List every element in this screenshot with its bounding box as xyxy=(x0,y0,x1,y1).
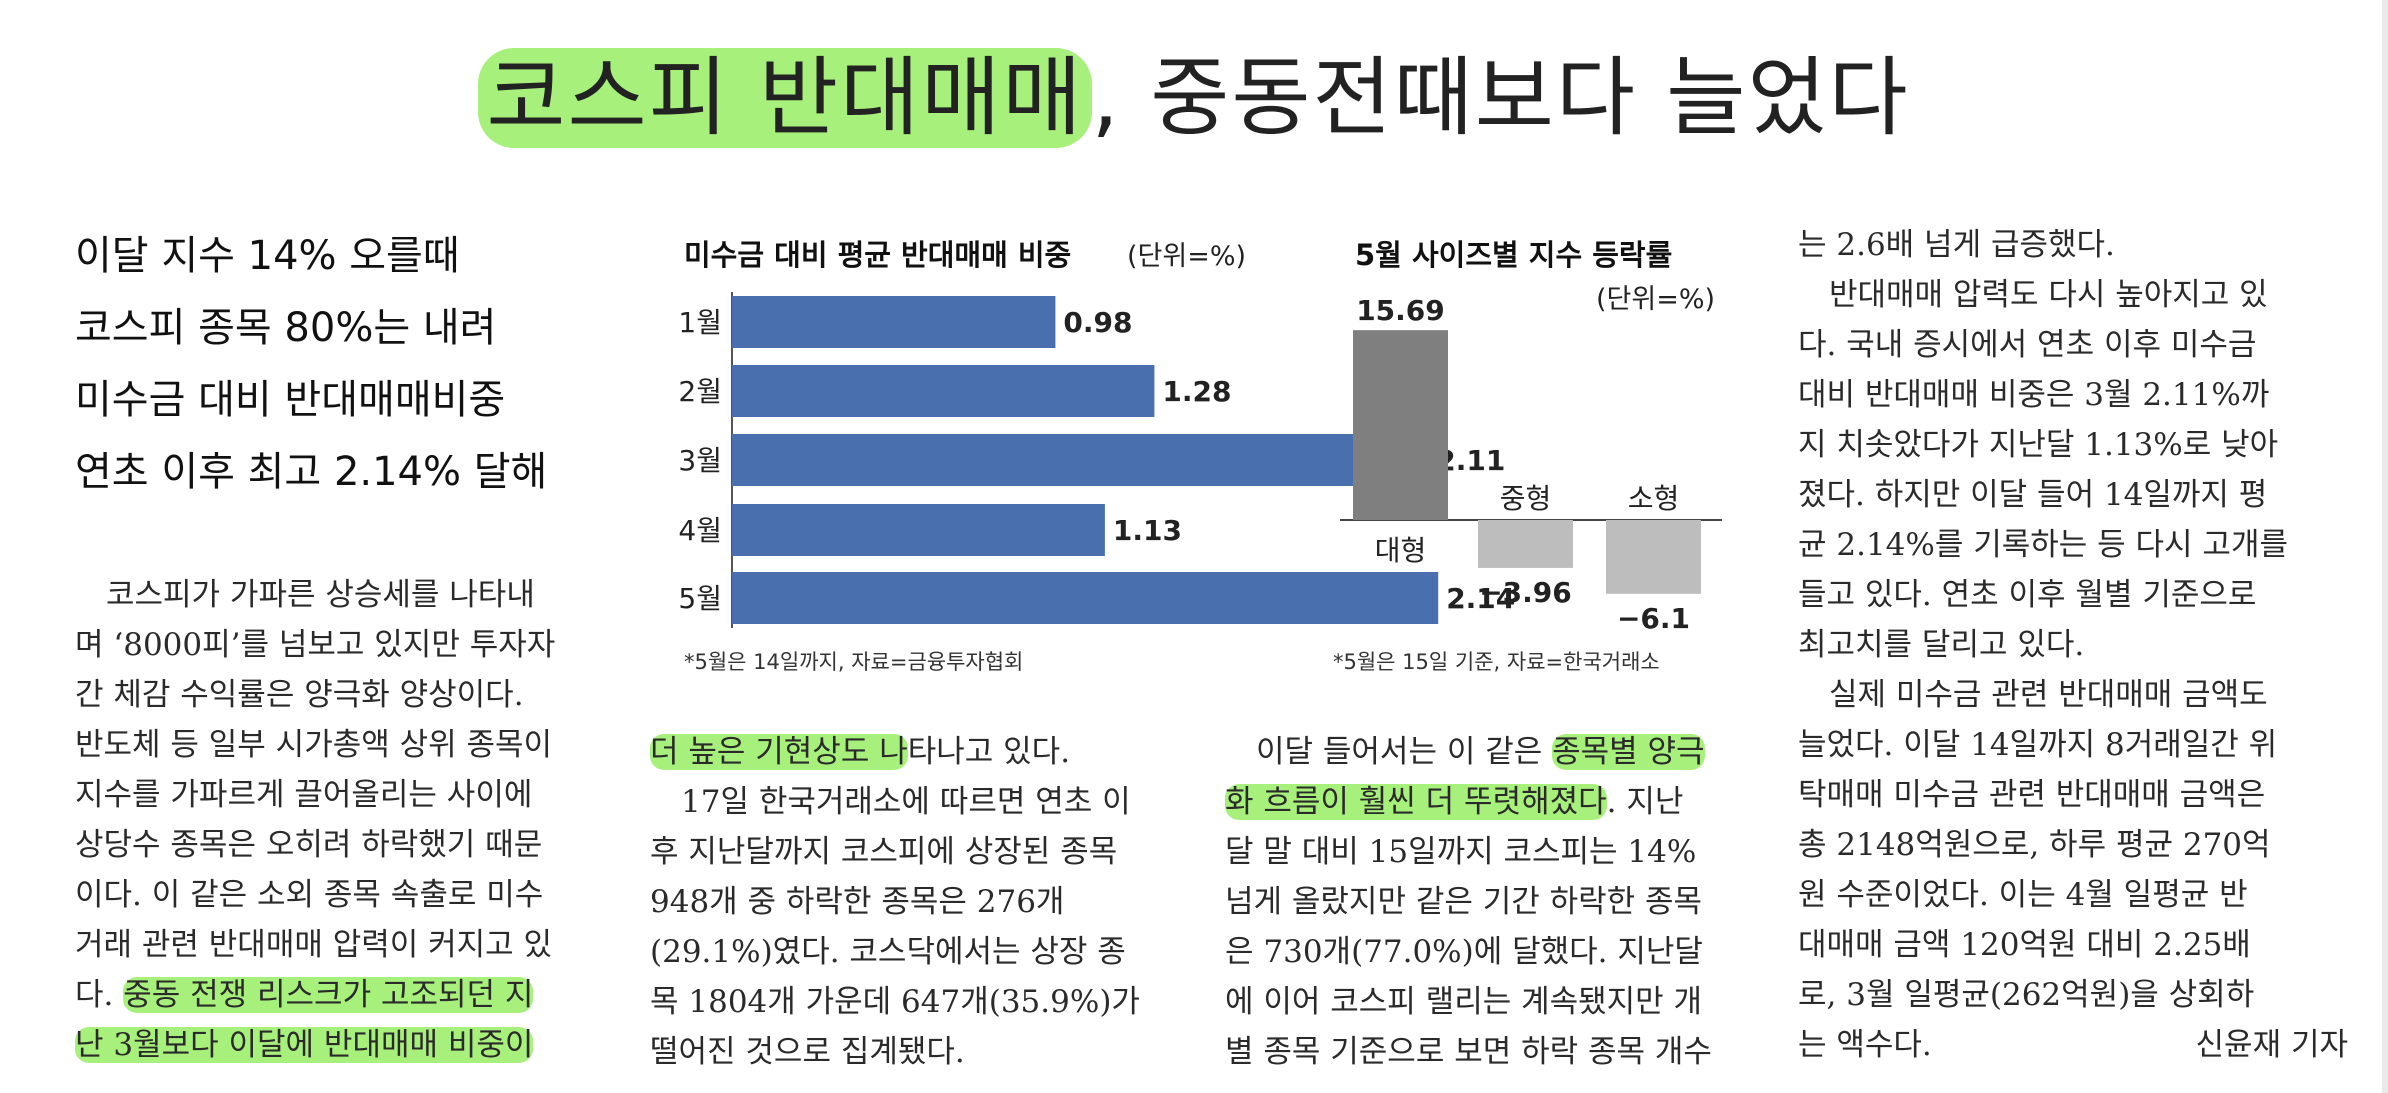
chart2-bar xyxy=(1478,520,1573,568)
chart2-title: 5월 사이즈별 지수 등락률 xyxy=(1355,238,1672,272)
chart1-bar xyxy=(732,365,1155,417)
chart2-bar xyxy=(1606,520,1701,594)
body-line: 상당수 종목은 오히려 하락했기 때문 xyxy=(75,827,543,863)
body-line: 로, 3월 일평균(262억원)을 상회하 xyxy=(1798,977,2255,1013)
chart1-category-label: 2월 xyxy=(678,375,722,408)
chart2-category-label: 중형 xyxy=(1500,482,1552,515)
chart1-category-label: 3월 xyxy=(678,444,722,477)
body-line: 며 ‘8000피’를 넘보고 있지만 투자자 xyxy=(75,627,556,663)
body-line: 탁매매 미수금 관련 반대매매 금액은 xyxy=(1798,777,2266,813)
chart2-bar xyxy=(1353,330,1448,520)
highlighted-text: 종목별 양극 xyxy=(1552,734,1705,770)
body-line: 코스피가 가파른 상승세를 나타내 xyxy=(75,577,535,613)
body-line: 에 이어 코스피 랠리는 계속됐지만 개 xyxy=(1225,984,1703,1020)
subheadline-line: 미수금 대비 반대매매비중 xyxy=(75,377,506,423)
body-line: 지 치솟았다가 지난달 1.13%로 낮아 xyxy=(1798,427,2279,463)
chart1-category-label: 4월 xyxy=(678,514,722,547)
chart2-value-label: 15.69 xyxy=(1356,294,1445,327)
body-line: 17일 한국거래소에 따르면 연초 이 xyxy=(650,784,1131,820)
body-line: 별 종목 기준으로 보면 하락 종목 개수 xyxy=(1225,1034,1712,1070)
chart2-value-label: −6.1 xyxy=(1617,602,1690,635)
body-line: 달 말 대비 15일까지 코스피는 14% xyxy=(1225,834,1697,870)
body-line: 총 2148억원으로, 하루 평균 270억 xyxy=(1798,827,2271,863)
body-line: 은 730개(77.0%)에 달했다. 지난달 xyxy=(1225,934,1703,970)
chart2-category-label: 소형 xyxy=(1628,482,1680,515)
body-line: 원 수준이었다. 이는 4월 일평균 반 xyxy=(1798,877,2248,913)
body-line: 는 액수다. 신윤재 기자 xyxy=(1798,1020,2348,1070)
body-line: 는 2.6배 넘게 급증했다. xyxy=(1798,227,2115,263)
subheadline-line: 코스피 종목 80%는 내려 xyxy=(75,305,497,351)
article-column-1: 코스피가 가파른 상승세를 나타내 며 ‘8000피’를 넘보고 있지만 투자자… xyxy=(75,570,615,1070)
chart2-value-label: −3.96 xyxy=(1479,576,1572,609)
body-line: 난 3월보다 이달에 반대매매 비중이 xyxy=(75,1020,615,1070)
chart1-bar xyxy=(732,504,1105,556)
body-line: 최고치를 달리고 있다. xyxy=(1798,627,2085,663)
body-line: 목 1804개 가운데 647개(35.9%)가 xyxy=(650,984,1140,1020)
body-line: 균 2.14%를 기록하는 등 다시 고개를 xyxy=(1798,527,2288,563)
body-line: 대비 반대매매 비중은 3월 2.11%까 xyxy=(1798,377,2270,413)
body-line: 다. 중동 전쟁 리스크가 고조되던 지 xyxy=(75,977,534,1013)
highlighted-text: 난 3월보다 이달에 반대매매 비중이 xyxy=(75,1027,534,1063)
body-line: 졌다. 하지만 이달 들어 14일까지 평 xyxy=(1798,477,2268,513)
body-line: 반대매매 압력도 다시 높아지고 있 xyxy=(1798,277,2268,313)
body-line: 지수를 가파르게 끌어올리는 사이에 xyxy=(75,777,533,813)
body-line: 대매매 금액 120억원 대비 2.25배 xyxy=(1798,927,2251,963)
body-line: 이다. 이 같은 소외 종목 속출로 미수 xyxy=(75,877,544,913)
body-line: 늘었다. 이달 14일까지 8거래일간 위 xyxy=(1798,727,2278,763)
chart1-unit-label: (단위=%) xyxy=(1127,241,1246,272)
chart1-value-label: 1.13 xyxy=(1113,514,1182,547)
body-text: 는 액수다. xyxy=(1798,1027,1932,1063)
highlighted-text: 화 흐름이 훨씬 더 뚜렷해졌다 xyxy=(1225,784,1607,820)
body-line: 다. 국내 증시에서 연초 이후 미수금 xyxy=(1798,327,2257,363)
body-line: 더 높은 기현상도 나타나고 있다. xyxy=(650,734,1071,770)
body-line: 넘게 올랐지만 같은 기간 하락한 종목 xyxy=(1225,884,1703,920)
body-line: 이달 들어서는 이 같은 종목별 양극 xyxy=(1225,734,1705,770)
highlighted-text: 중동 전쟁 리스크가 고조되던 지 xyxy=(123,977,534,1013)
headline: 코스피 반대매매, 중동전때보다 늘었다 xyxy=(0,38,2388,158)
chart1-bar xyxy=(732,434,1429,486)
headline-rest: , 중동전때보다 늘었다 xyxy=(1091,48,1910,148)
article-column-3: 이달 들어서는 이 같은 종목별 양극 화 흐름이 훨씬 더 뚜렷해졌다. 지난… xyxy=(1225,727,1765,1077)
highlighted-text: 더 높은 기현상도 나 xyxy=(650,734,908,770)
body-line: 거래 관련 반대매매 압력이 커지고 있 xyxy=(75,927,553,963)
body-line: 떨어진 것으로 집계됐다. xyxy=(650,1034,965,1070)
chart1-category-label: 1월 xyxy=(678,306,722,339)
body-line: 간 체감 수익률은 양극화 양상이다. xyxy=(75,677,524,713)
page-edge xyxy=(2382,0,2388,1093)
body-line: 들고 있다. 연초 이후 월별 기준으로 xyxy=(1798,577,2257,613)
chart2-note: *5월은 15일 기준, 자료=한국거래소 xyxy=(1333,650,1660,674)
body-line: (29.1%)였다. 코스닥에서는 상장 종 xyxy=(650,934,1126,970)
chart2-category-label: 대형 xyxy=(1375,534,1427,567)
body-line: 후 지난달까지 코스피에 상장된 종목 xyxy=(650,834,1118,870)
subheadline-block: 이달 지수 14% 오를때 코스피 종목 80%는 내려 미수금 대비 반대매매… xyxy=(75,220,635,508)
chart1-note: *5월은 14일까지, 자료=금융투자협회 xyxy=(684,650,1023,674)
chart1-value-label: 2.14 xyxy=(1446,582,1515,615)
chart1-value-label: 0.98 xyxy=(1063,306,1132,339)
chart1-value-label: 1.28 xyxy=(1162,375,1231,408)
chart2-unit-label: (단위=%) xyxy=(1596,284,1715,315)
article-column-2: 더 높은 기현상도 나타나고 있다. 17일 한국거래소에 따르면 연초 이 후… xyxy=(650,727,1190,1077)
body-line: 화 흐름이 훨씬 더 뚜렷해졌다. 지난 xyxy=(1225,784,1684,820)
headline-highlight: 코스피 반대매매 xyxy=(478,48,1092,148)
byline: 신윤재 기자 xyxy=(2195,1027,2348,1063)
body-line: 실제 미수금 관련 반대매매 금액도 xyxy=(1798,677,2268,713)
subheadline-line: 이달 지수 14% 오를때 xyxy=(75,233,460,279)
article-column-4: 는 2.6배 넘게 급증했다. 반대매매 압력도 다시 높아지고 있 다. 국내… xyxy=(1798,220,2348,1070)
chart1-bar xyxy=(732,296,1056,348)
subheadline-line: 연초 이후 최고 2.14% 달해 xyxy=(75,449,548,495)
body-line: 반도체 등 일부 시가총액 상위 종목이 xyxy=(75,727,553,763)
chart1-bar xyxy=(732,572,1439,624)
chart1-category-label: 5월 xyxy=(678,582,722,615)
chart1-title: 미수금 대비 평균 반대매매 비중 xyxy=(684,238,1071,272)
body-line: 948개 중 하락한 종목은 276개 xyxy=(650,884,1065,920)
